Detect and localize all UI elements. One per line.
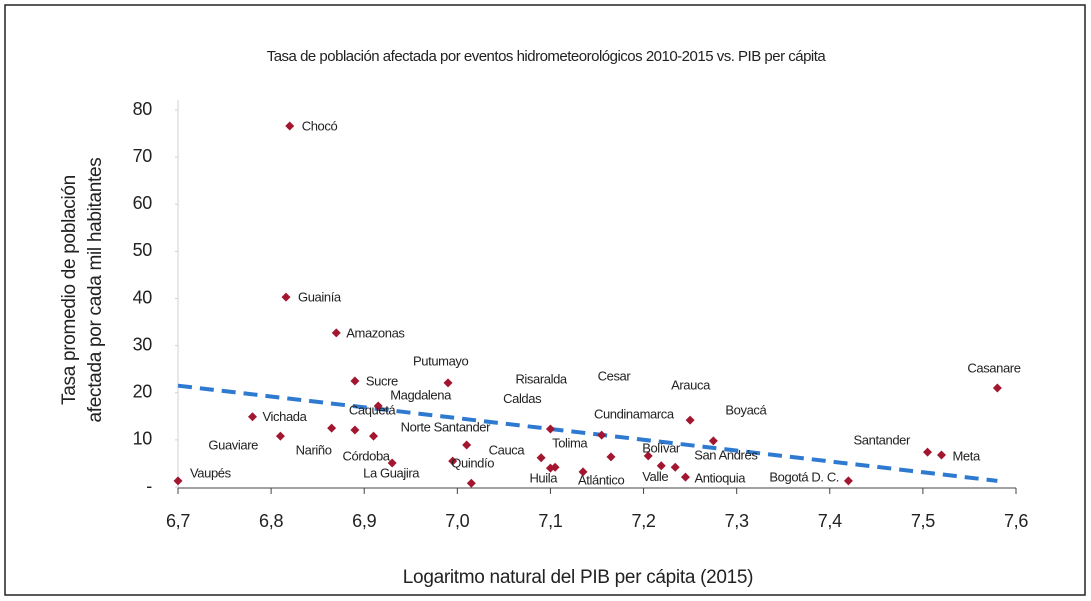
y-axis-title: Tasa promedio de población [59,175,80,405]
point [369,431,379,441]
y-tick-label: 30 [133,334,153,354]
point-label: Santander [854,433,911,448]
point-label: Atlántico [578,472,624,487]
x-tick-label: 7,3 [725,511,749,531]
y-tick-label: 70 [133,146,153,166]
x-tick-label: 7,6 [1004,511,1028,531]
point [937,450,947,460]
point-label: La Guajira [363,465,420,480]
trendline [177,383,998,483]
point [680,472,690,482]
point [173,476,183,486]
point [656,461,666,471]
point [923,447,933,457]
point [448,456,458,466]
point-label: Casanare [967,360,1020,375]
point [843,476,853,486]
point-label: Nariño [296,443,332,458]
point [685,415,695,425]
point-label: Valle [642,469,668,484]
point-label: Guainía [298,290,342,305]
point-label: Caquetá [349,402,397,417]
point-label: Putumayo [413,353,469,368]
point [373,401,383,411]
point [550,462,560,472]
chart-title: Tasa de población afectada por eventos h… [267,48,827,65]
y-tick-label: 80 [133,99,153,119]
x-tick-label: 6,8 [259,511,283,531]
point-label: Amazonas [346,325,405,340]
point [285,121,295,131]
point-label: Antioquia [694,471,746,486]
y-tick-label: - [146,476,152,496]
y-tick-label: 10 [133,429,153,449]
point [350,425,360,435]
point-label: Tolima [552,436,588,451]
point [443,378,453,388]
y-tick-label: 50 [133,240,153,260]
point-label: San Andrés [694,448,758,463]
point-label: Vaupés [190,465,232,480]
point-label: Risaralda [515,371,567,386]
point-label: Córdoba [343,449,391,464]
point [281,292,291,302]
point [545,424,555,434]
x-tick-label: 7,5 [911,511,935,531]
x-tick-label: 6,7 [166,511,190,531]
point-label: Chocó [302,118,338,133]
point-label: Vichada [262,409,307,424]
x-axis-title: Logaritmo natural del PIB per cápita (20… [403,567,753,588]
x-tick-label: 7,2 [631,511,655,531]
point-label: Huila [529,471,558,486]
point [708,436,718,446]
point-label: Bogotá D. C. [769,469,839,484]
point [275,431,285,441]
y-tick-label: 20 [133,382,153,402]
y-axis-title: afectada por cada mil habitantes [85,157,106,422]
point [247,412,257,422]
point [466,478,476,488]
point [350,376,360,386]
x-tick-label: 7,1 [538,511,562,531]
point [670,462,680,472]
point [327,423,337,433]
point [536,453,546,463]
y-tick-label: 40 [133,287,153,307]
point-label: Arauca [671,378,711,393]
point [387,458,397,468]
point-label: Magdalena [390,387,452,402]
point [462,440,472,450]
x-tick-label: 7,0 [445,511,469,531]
point-label: Guaviare [208,438,258,453]
point-label: Boyacá [725,402,767,417]
point-label: Cauca [489,442,526,457]
point-label: Cesar [598,369,632,384]
point [578,467,588,477]
x-tick-label: 7,4 [818,511,842,531]
frame [4,4,1086,596]
point [331,328,341,338]
point [597,430,607,440]
point-label: Cundinamarca [594,406,675,421]
point-label: Caldas [503,391,542,406]
point [643,451,653,461]
point-label: Meta [953,448,981,463]
point-label: Sucre [366,373,398,388]
x-tick-label: 6,9 [352,511,376,531]
point-label: Quindío [451,456,494,471]
point-label: Norte Santander [401,420,491,435]
point-label: Bolívar [642,440,681,455]
point [606,452,616,462]
point [992,383,1002,393]
y-tick-label: 60 [133,193,153,213]
